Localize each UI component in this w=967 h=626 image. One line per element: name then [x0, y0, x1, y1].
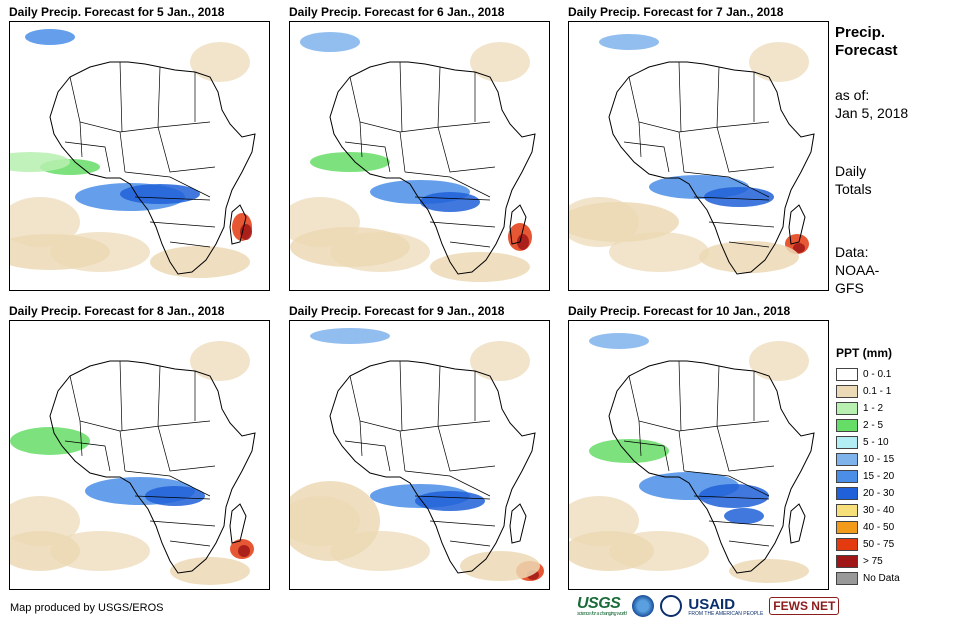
usgs-logo-text: USGS: [577, 595, 621, 612]
data-source-line2: GFS: [835, 280, 864, 296]
panel-title-6: Daily Precip. Forecast for 10 Jan., 2018: [568, 304, 791, 318]
legend-label: 40 - 50: [863, 522, 895, 533]
legend-label: 5 - 10: [863, 437, 889, 448]
legend-row: 20 - 30: [836, 485, 900, 502]
legend-swatch: [836, 504, 858, 517]
legend-label: 30 - 40: [863, 505, 895, 516]
usgs-logo: USGS science for a changing world: [577, 595, 627, 617]
legend-row: 1 - 2: [836, 400, 900, 417]
legend-row: > 75: [836, 553, 900, 570]
legend-row: 0 - 0.1: [836, 366, 900, 383]
legend-row: 2 - 5: [836, 417, 900, 434]
forecast-map-3: [568, 21, 829, 291]
panel-title-2: Daily Precip. Forecast for 6 Jan., 2018: [289, 5, 505, 19]
legend-label: 2 - 5: [863, 420, 884, 431]
legend-label: 0 - 0.1: [863, 369, 892, 380]
daily-totals-block: Daily Totals: [835, 162, 872, 198]
legend-swatch: [836, 453, 858, 466]
as-of-label: as of:: [835, 87, 870, 103]
panel-title-1: Daily Precip. Forecast for 5 Jan., 2018: [9, 5, 225, 19]
forecast-title-line2: Forecast: [835, 42, 898, 59]
legend-label: 15 - 20: [863, 471, 895, 482]
panel-title-4: Daily Precip. Forecast for 8 Jan., 2018: [9, 304, 225, 318]
usaid-logo-text: USAID: [688, 595, 736, 613]
logo-strip: USGS science for a changing world USAID …: [577, 595, 840, 617]
noaa-logo: [632, 595, 655, 617]
usgs-logo-tagline: science for a changing world: [577, 611, 627, 617]
legend-row: 30 - 40: [836, 502, 900, 519]
forecast-map-2: [289, 21, 550, 291]
legend-swatch: [836, 402, 858, 415]
legend-swatch: [836, 385, 858, 398]
forecast-map-4: [9, 320, 270, 590]
fews-net-logo: FEWS NET: [769, 597, 840, 615]
legend-label: 50 - 75: [863, 539, 895, 550]
legend-swatch: [836, 572, 858, 585]
legend-row: 0.1 - 1: [836, 383, 900, 400]
map-credit: Map produced by USGS/EROS: [10, 602, 164, 614]
legend: 0 - 0.1 0.1 - 1 1 - 2 2 - 5 5 - 10 10 - 15 15 …: [836, 366, 900, 587]
panel-title-5: Daily Precip. Forecast for 9 Jan., 2018: [289, 304, 505, 318]
legend-title: PPT (mm): [836, 346, 893, 360]
as-of-block: as of: Jan 5, 2018: [835, 86, 908, 122]
legend-label: 10 - 15: [863, 454, 895, 465]
legend-swatch: [836, 521, 858, 534]
legend-swatch: [836, 487, 858, 500]
legend-row: 50 - 75: [836, 536, 900, 553]
daily-totals-line1: Daily: [835, 163, 867, 179]
data-label: Data:: [835, 244, 869, 260]
data-source-line1: NOAA-: [835, 262, 880, 278]
legend-row: 5 - 10: [836, 434, 900, 451]
legend-label: 0.1 - 1: [863, 386, 892, 397]
legend-row: 40 - 50: [836, 519, 900, 536]
legend-label: 20 - 30: [863, 488, 895, 499]
legend-row: 10 - 15: [836, 451, 900, 468]
legend-swatch: [836, 419, 858, 432]
legend-swatch: [836, 555, 858, 568]
usaid-logo: USAID FROM THE AMERICAN PEOPLE: [688, 596, 763, 617]
legend-swatch: [836, 538, 858, 551]
legend-swatch: [836, 436, 858, 449]
forecast-title: Precip. Forecast: [835, 24, 898, 60]
usaid-logo-tagline: FROM THE AMERICAN PEOPLE: [688, 610, 764, 617]
data-source-block: Data: NOAA- GFS: [835, 243, 879, 297]
forecast-title-line1: Precip.: [835, 24, 886, 41]
legend-label: > 75: [863, 556, 883, 567]
legend-swatch: [836, 470, 858, 483]
panel-title-3: Daily Precip. Forecast for 7 Jan., 2018: [568, 5, 784, 19]
legend-swatch: [836, 368, 858, 381]
daily-totals-line2: Totals: [835, 181, 872, 197]
forecast-map-6: [568, 320, 829, 590]
legend-label: No Data: [863, 573, 900, 584]
legend-label: 1 - 2: [863, 403, 884, 414]
as-of-date: Jan 5, 2018: [835, 105, 909, 121]
legend-row: 15 - 20: [836, 468, 900, 485]
legend-row: No Data: [836, 570, 900, 587]
forecast-map-1: [9, 21, 270, 291]
usaid-seal-icon: [660, 595, 683, 617]
forecast-map-5: [289, 320, 550, 590]
